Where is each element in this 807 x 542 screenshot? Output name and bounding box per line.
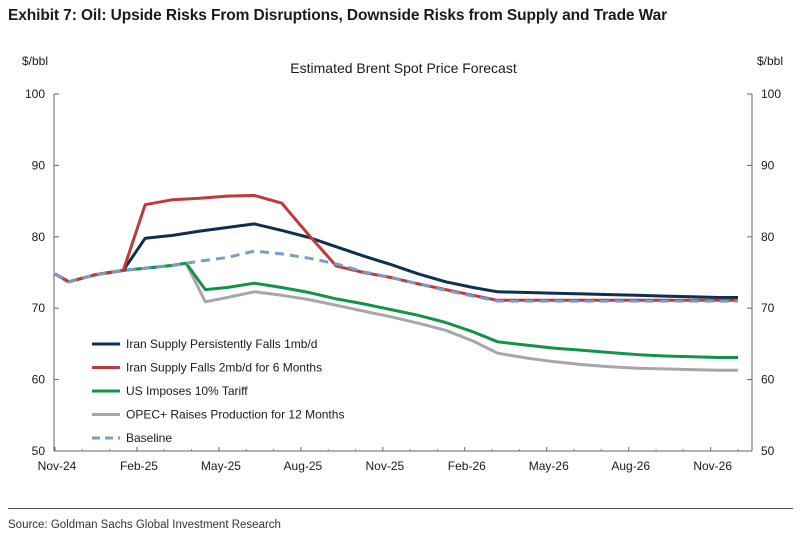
right-y-tick-label: 100 xyxy=(761,87,781,101)
left-axis-unit: $/bbl xyxy=(22,54,49,68)
x-tick-label: Nov-24 xyxy=(38,459,77,473)
x-tick-label: Aug-26 xyxy=(611,459,650,473)
legend-label-3: US Imposes 10% Tariff xyxy=(126,384,248,398)
legend-label-2: Iran Supply Falls 2mb/d for 6 Months xyxy=(126,361,322,375)
source-note: Source: Goldman Sachs Global Investment … xyxy=(8,519,281,531)
right-y-tick-label: 50 xyxy=(761,444,775,458)
exhibit-title: Exhibit 7: Oil: Upside Risks From Disrup… xyxy=(8,7,668,24)
legend-label-1: Iran Supply Persistently Falls 1mb/d xyxy=(126,337,317,351)
right-y-tick-label: 90 xyxy=(761,158,775,172)
series-line-5 xyxy=(54,249,738,303)
x-tick-label: May-25 xyxy=(201,459,241,473)
series-line-2 xyxy=(54,193,738,302)
x-tick-label: Aug-25 xyxy=(284,459,323,473)
x-tick-label: Feb-26 xyxy=(448,459,486,473)
chart-title: Estimated Brent Spot Price Forecast xyxy=(290,60,517,76)
right-y-tick-label: 80 xyxy=(761,230,775,244)
series-line-1 xyxy=(54,222,738,299)
right-y-tick-label: 60 xyxy=(761,373,775,387)
legend-label-5: Baseline xyxy=(126,431,172,445)
brent-forecast-chart: 50 50 60 60 70 70 80 80 90 90 100 100 Nov-24 Feb-25 Ma… xyxy=(25,87,781,473)
left-y-tick-label: 70 xyxy=(32,301,46,315)
left-y-tick-label: 100 xyxy=(25,87,45,101)
left-y-tick-label: 50 xyxy=(32,444,46,458)
x-tick-label: Nov-25 xyxy=(365,459,404,473)
right-y-tick-label: 70 xyxy=(761,301,775,315)
left-y-tick-label: 60 xyxy=(32,373,46,387)
footer-divider xyxy=(8,508,793,509)
x-tick-label: Nov-26 xyxy=(693,459,732,473)
legend-label-4: OPEC+ Raises Production for 12 Months xyxy=(126,408,344,422)
right-axis-unit: $/bbl xyxy=(757,54,784,68)
x-tick-label: May-26 xyxy=(529,459,569,473)
left-y-tick-label: 90 xyxy=(32,158,46,172)
left-y-tick-label: 80 xyxy=(32,230,46,244)
x-tick-label: Feb-25 xyxy=(120,459,158,473)
